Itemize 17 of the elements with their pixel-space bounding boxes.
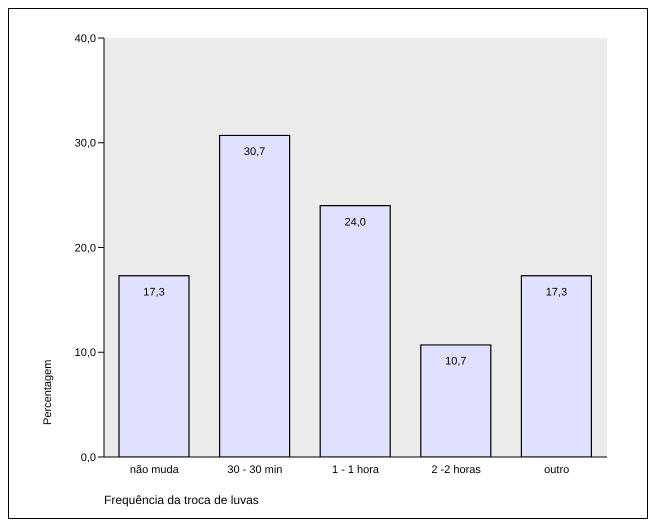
x-axis-title: Frequência da troca de luvas [104,493,259,507]
y-tick-label: 0,0 [80,452,96,464]
y-tick-label: 30,0 [74,138,96,150]
y-tick-label: 20,0 [74,242,96,254]
x-tick-label: outro [544,464,570,476]
y-tick-label: 40,0 [74,32,96,45]
x-tick-label: não muda [130,464,180,476]
x-tick-label: 2 -2 horas [431,464,482,476]
data-label: 17,3 [143,286,165,299]
data-label: 24,0 [344,216,366,228]
y-tick-label: 10,0 [74,347,96,360]
x-tick-label: 30 - 30 min [227,464,282,476]
y-axis-title: Percentagem [42,360,54,425]
x-tick-label: 1 - 1 hora [332,464,380,476]
data-label: 10,7 [445,356,467,368]
data-label: 30,7 [244,146,266,158]
data-label: 17,3 [546,286,568,299]
